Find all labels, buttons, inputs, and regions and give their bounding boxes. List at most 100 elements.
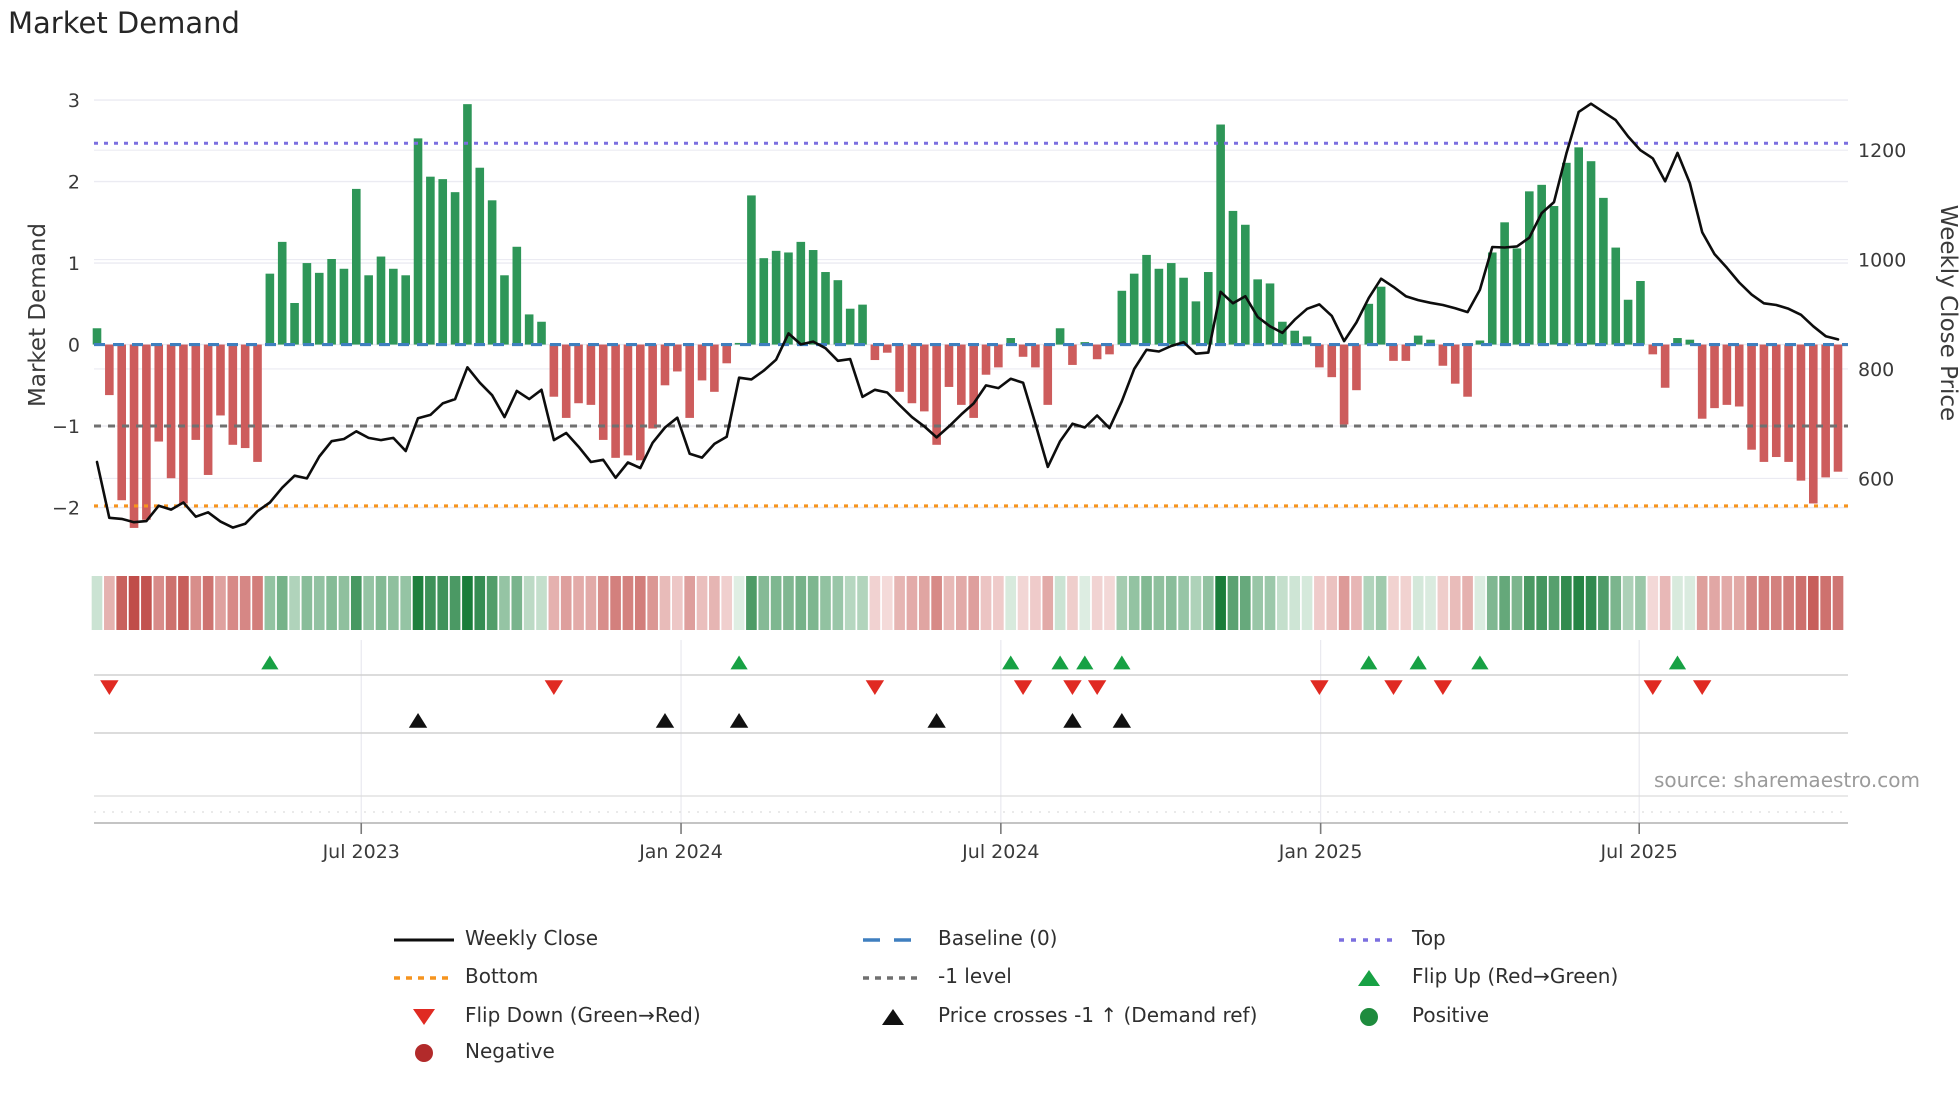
heatmap-cell	[869, 576, 881, 630]
heatmap-cell	[659, 576, 671, 630]
demand-bar-negative	[1327, 344, 1337, 378]
demand-bar-negative	[166, 344, 176, 479]
legend-flip-down-green-red-icon	[413, 1009, 435, 1025]
legend-label-weekly-close: Weekly Close	[465, 926, 599, 950]
demand-bar-positive	[796, 241, 806, 345]
heatmap-cell	[400, 576, 412, 630]
demand-bar-negative	[895, 344, 904, 392]
heatmap-cell	[684, 576, 696, 630]
demand-bar-negative	[142, 344, 151, 520]
heatmap-cell	[536, 576, 547, 630]
heatmap-cell	[289, 576, 300, 630]
demand-bar-negative	[722, 344, 732, 364]
legend-label-negative: Negative	[465, 1039, 555, 1063]
heatmap-cell	[758, 576, 770, 630]
demand-bar-positive	[537, 321, 546, 345]
heatmap-cell	[1215, 576, 1226, 630]
demand-bar-negative	[1068, 344, 1077, 365]
heatmap-cell	[696, 576, 708, 630]
demand-bar-negative	[1389, 344, 1398, 361]
demand-bar-negative	[685, 344, 694, 418]
heatmap-cell	[844, 576, 856, 630]
legend-weekly-close-icon	[394, 938, 454, 942]
heatmap-cell	[1079, 576, 1091, 630]
demand-bar-positive	[314, 272, 324, 345]
heatmap-cell	[239, 576, 251, 630]
demand-bar-positive	[339, 268, 349, 345]
legend-top-icon	[1339, 938, 1399, 942]
demand-bar-negative	[660, 344, 670, 386]
heatmap-cell	[1437, 576, 1449, 630]
demand-bar-positive	[1636, 280, 1645, 345]
demand-bar-negative	[1401, 344, 1411, 361]
heatmap-cell	[622, 576, 634, 630]
heatmap-cell	[165, 576, 177, 630]
heatmap-cell	[1067, 576, 1078, 630]
heatmap-cell	[548, 576, 560, 630]
heatmap-cell	[1425, 576, 1436, 630]
demand-bar-positive	[389, 268, 398, 345]
demand-bar-negative	[1043, 344, 1053, 405]
demand-bar-positive	[475, 167, 485, 345]
demand-bar-positive	[1611, 247, 1621, 345]
demand-bar-positive	[327, 258, 336, 345]
demand-bar-positive	[351, 188, 361, 345]
demand-bar-positive	[524, 314, 534, 345]
demand-bar-positive	[376, 256, 386, 345]
heatmap-cell	[795, 576, 807, 630]
heatmap-cell	[326, 576, 337, 630]
demand-bar-negative	[907, 344, 917, 404]
legend-label-top: Top	[1412, 926, 1446, 950]
demand-bar-positive	[1203, 272, 1213, 345]
demand-bar-positive	[364, 275, 373, 345]
demand-bar-negative	[179, 344, 188, 504]
heatmap-cell	[1252, 576, 1263, 630]
demand-bar-negative	[117, 344, 126, 501]
x-tick-label: Jan 2025	[1278, 841, 1363, 863]
heatmap-cell	[1202, 576, 1214, 630]
left-tick-label: −1	[52, 416, 80, 438]
heatmap-cell	[573, 576, 584, 630]
demand-bar-positive	[845, 308, 855, 345]
demand-bar-negative	[216, 344, 225, 416]
demand-bar-positive	[1302, 336, 1312, 345]
heatmap-cell	[1104, 576, 1115, 630]
demand-bar-negative	[1759, 344, 1769, 462]
heatmap-cell	[1523, 576, 1535, 630]
demand-bar-negative	[1796, 344, 1806, 481]
heatmap-cell	[1264, 576, 1276, 630]
demand-bar-negative	[870, 344, 880, 361]
demand-bar-negative	[1438, 344, 1448, 366]
demand-bar-negative	[1018, 344, 1028, 357]
heatmap-cell	[1005, 576, 1017, 630]
heatmap-cell	[486, 576, 498, 630]
heatmap-cell	[499, 576, 510, 630]
heatmap-cell	[1721, 576, 1733, 630]
demand-bar-positive	[463, 104, 472, 345]
demand-bar-positive	[1673, 338, 1682, 345]
demand-bar-positive	[277, 241, 287, 345]
demand-bar-positive	[290, 302, 299, 345]
demand-bar-positive	[1487, 252, 1497, 345]
heatmap-cell	[968, 576, 979, 630]
heatmap-cell	[1351, 576, 1362, 630]
price-cross-marker	[729, 713, 749, 728]
heatmap-cell	[672, 576, 683, 630]
legend-label-bottom: Bottom	[465, 964, 539, 988]
demand-bar-positive	[1525, 191, 1534, 345]
flip-down-marker	[1310, 680, 1329, 695]
heatmap-cell	[709, 576, 720, 630]
heatmap-cell	[832, 576, 844, 630]
heatmap-cell	[1758, 576, 1770, 630]
demand-bar-positive	[821, 272, 830, 345]
legend-price-crosses-1-demand-ref-icon	[882, 1009, 904, 1025]
heatmap-cell	[1622, 576, 1634, 630]
heatmap-cell	[1338, 576, 1350, 630]
flip-down-marker	[1692, 680, 1712, 695]
heatmap-cell	[807, 576, 819, 630]
demand-bar-negative	[957, 344, 966, 405]
demand-bar-negative	[1463, 344, 1472, 397]
heatmap-cell	[881, 576, 893, 630]
heatmap-cell	[1363, 576, 1375, 630]
